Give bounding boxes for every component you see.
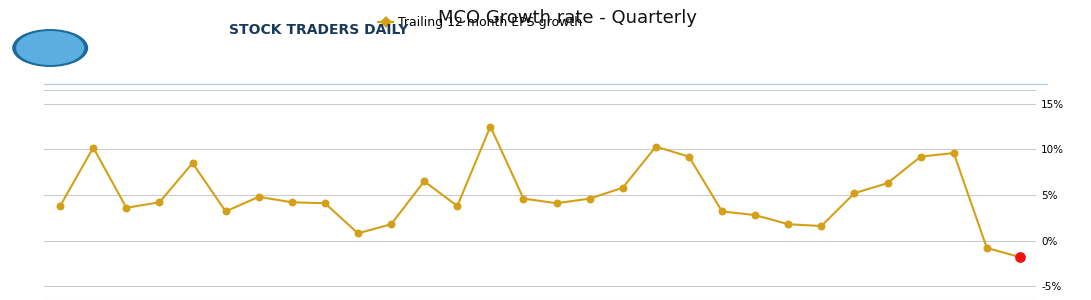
Point [714,209,731,214]
Point [945,151,962,155]
Point [746,213,764,218]
Point [813,224,830,228]
Point [614,185,632,190]
Circle shape [13,30,87,66]
Point [284,200,301,205]
Point [979,246,996,250]
Point [217,209,235,214]
Point [912,154,930,159]
Point [548,201,565,206]
Point [681,154,698,159]
Point [51,204,69,208]
Point [647,144,664,149]
Point [879,181,897,185]
Point [515,196,532,201]
Point [316,201,334,206]
Point [183,160,202,165]
Point [383,222,400,226]
Point [846,191,863,196]
Point [582,196,599,201]
Point [85,145,103,150]
Point [1011,255,1029,260]
Text: STOCK TRADERS DAILY: STOCK TRADERS DAILY [229,23,408,37]
Point [448,204,466,208]
Circle shape [16,32,84,64]
Point [118,206,135,210]
Point [151,200,168,205]
Legend: Trailing 12 month EPS growth: Trailing 12 month EPS growth [379,16,583,29]
Point [482,124,500,129]
Point [416,179,433,184]
Text: MCO Growth rate - Quarterly: MCO Growth rate - Quarterly [437,9,697,27]
Point [779,222,796,226]
Point [349,231,367,236]
Point [250,194,267,199]
